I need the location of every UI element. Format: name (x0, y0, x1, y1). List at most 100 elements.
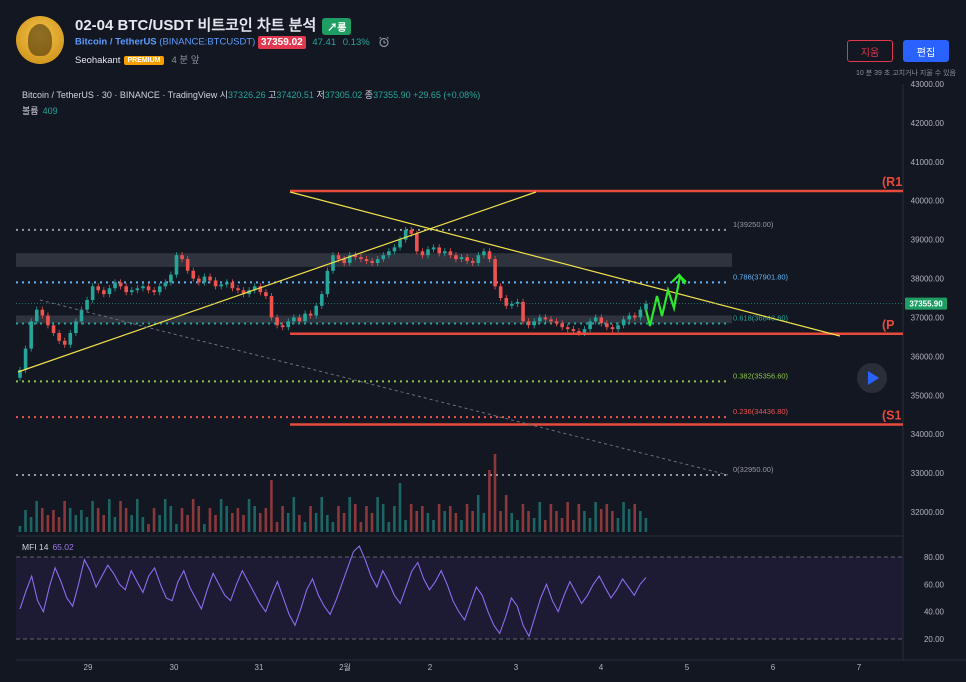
candle-body (515, 301, 520, 304)
mfi-legend: MFI 14 65.02 (22, 542, 74, 552)
candle-body (280, 325, 285, 328)
volume-bar (549, 504, 553, 532)
volume-bar (186, 515, 189, 532)
volume-bar (147, 524, 150, 532)
candle-body (454, 255, 458, 260)
author-avatar[interactable] (16, 16, 64, 64)
delete-button[interactable]: 지움 (847, 40, 893, 62)
edit-button[interactable]: 편집 (903, 40, 949, 62)
candle-body (549, 319, 553, 322)
candle-body (129, 290, 134, 293)
time-tick-label: 30 (170, 663, 179, 672)
legend-high: 37420.51 (276, 90, 314, 100)
candle-body (68, 333, 73, 345)
candle-body (644, 303, 648, 310)
volume-bar (599, 509, 603, 532)
long-badge: ↗롱 (322, 17, 352, 35)
time-tick-label: 5 (685, 663, 690, 672)
volume-bar (102, 515, 106, 532)
candle-body (403, 229, 408, 240)
candle-body (163, 282, 168, 287)
volume-bar (108, 499, 111, 532)
legend-low: 37305.02 (324, 90, 363, 100)
candle-body (420, 251, 425, 256)
candle-body (213, 280, 218, 287)
candle-body (565, 327, 570, 330)
candle-body (180, 255, 184, 260)
candle-body (627, 315, 632, 320)
legend-close: 37355.90 (373, 90, 411, 100)
volume-bar (510, 513, 514, 532)
idea-title-text: 02-04 BTC/USDT 비트코인 차트 분석 (75, 17, 317, 34)
candle-body (225, 282, 229, 285)
play-icon (868, 371, 879, 385)
candle-body (431, 247, 436, 250)
price-chart[interactable]: 43000.00 42000.00 41000.00 40000.00 39000.00… (0, 80, 966, 682)
candle-body (415, 233, 419, 252)
price-change-pct: 0.13% (342, 36, 370, 48)
candle-body (599, 317, 604, 324)
candle-body (638, 309, 643, 318)
candle-body (157, 286, 162, 293)
volume-bar (247, 499, 251, 532)
candle-body (605, 323, 609, 328)
volume-bar (242, 515, 245, 532)
price-change: 47.41 (312, 36, 337, 48)
candle-body (347, 255, 352, 263)
volume-bar (460, 520, 463, 532)
candle-body (448, 251, 453, 256)
volume-bar (197, 506, 201, 532)
time-tick-label: 2월 (339, 662, 351, 672)
symbol-exchange-link[interactable]: (BINANCE:BTCUSDT) (159, 36, 256, 48)
candle-body (437, 247, 441, 254)
price-tick-label: 34000.00 (911, 430, 945, 439)
volume-bar (504, 495, 508, 532)
volume-bar (644, 518, 648, 532)
candle-body (582, 329, 587, 334)
symbol-line: Bitcoin / TetherUS (BINANCE:BTCUSDT) 373… (75, 35, 390, 49)
volume-bar (465, 504, 469, 532)
volume-bar (448, 506, 452, 532)
volume-bar (493, 454, 497, 532)
volume-bar (337, 506, 340, 532)
candle-body (297, 317, 302, 322)
candle-body (23, 348, 28, 370)
volume-bar (24, 510, 27, 532)
candle-body (381, 255, 386, 260)
volume-bar (381, 504, 385, 532)
fib-level-label: 1(39250.00) (733, 220, 774, 229)
candle-body (359, 257, 363, 260)
legend-close-label: 종 (364, 90, 374, 100)
price-tick-label: 41000.00 (911, 158, 945, 167)
supply-zone (16, 253, 732, 267)
candle-body (325, 270, 330, 295)
candle-body (230, 282, 235, 289)
author-name[interactable]: Seohakant (75, 55, 121, 66)
volume-bar (588, 518, 592, 532)
volume-bar (320, 497, 324, 532)
edit-time-note: 10 분 39 초 고치거나 지울 수 있음 (855, 70, 956, 77)
idea-title: 02-04 BTC/USDT 비트코인 차트 분석 ↗롱 (75, 14, 352, 35)
candle-body (442, 251, 447, 254)
legend-low-label: 저 (316, 90, 325, 100)
volume-bar (309, 506, 312, 532)
volume-bar (342, 513, 346, 532)
candle-body (610, 327, 615, 330)
volume-bar (521, 504, 525, 532)
candle-body (169, 274, 173, 283)
volume-bar (627, 509, 631, 532)
symbol-pair-link[interactable]: Bitcoin / TetherUS (75, 36, 157, 48)
volume-bar (163, 499, 167, 532)
candle-body (409, 229, 414, 234)
candle-body (202, 276, 207, 283)
volume-bar (258, 513, 262, 532)
candle-body (476, 255, 481, 263)
candle-body (191, 270, 196, 279)
candle-body (465, 257, 469, 262)
mfi-tick-label: 40.00 (924, 608, 945, 617)
volume-bar (560, 518, 564, 532)
candle-body (197, 278, 201, 283)
legend-symbol: Bitcoin / TetherUS · 30 · BINANCE · Trad… (22, 90, 218, 100)
alarm-clock-icon[interactable] (378, 36, 390, 48)
volume-bar (437, 504, 441, 532)
